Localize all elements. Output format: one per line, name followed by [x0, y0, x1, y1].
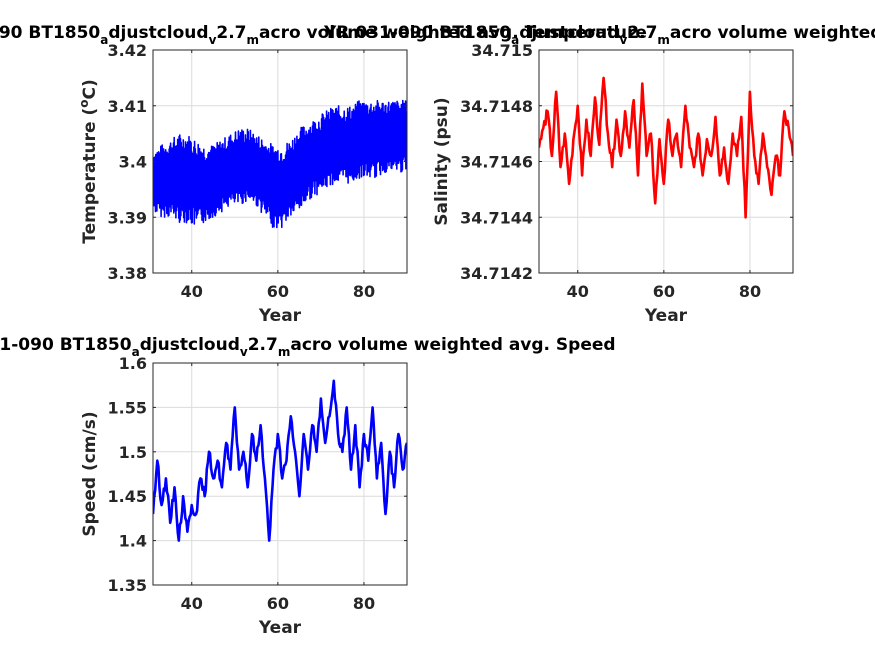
y-tick-label: 3.41	[108, 97, 147, 116]
y-tick-label: 1.35	[108, 576, 147, 595]
y-tick-label: 34.715	[471, 41, 533, 60]
chart-title: YR 031-090 BT1850adjustcloudv2.7macro vo…	[0, 335, 616, 359]
x-tick-label: 80	[353, 594, 375, 613]
y-tick-label: 3.38	[108, 264, 147, 283]
y-tick-label: 34.7144	[460, 208, 533, 227]
x-tick-label: 40	[181, 594, 203, 613]
series-group	[153, 379, 407, 542]
chart-panel-2: 40 60 80 34.7142 34.7144 34.7146 34.7148 34.715…	[323, 23, 875, 326]
plot-area	[152, 362, 408, 586]
chart-title: YR 031-090 BT1850adjustcloudv2.7macro vo…	[0, 23, 647, 47]
y-axis-label: Salinity (psu)	[432, 97, 452, 225]
axes-box	[152, 362, 408, 586]
y-tick-label: 1.45	[108, 487, 147, 506]
y-tick-label: 3.42	[108, 41, 147, 60]
y-tick-label: 34.7146	[460, 153, 533, 172]
x-tick-label: 40	[567, 282, 589, 301]
x-tick-label: 80	[353, 282, 375, 301]
chart-panel-1: 40 60 80 3.38 3.39 3.4 3.41 3.42 Year Temperature…	[0, 23, 647, 326]
y-axis-label: Temperature (oC)	[77, 79, 100, 243]
y-axis-label: Speed (cm/s)	[80, 411, 100, 536]
series-line	[153, 379, 407, 542]
x-tick-label: 80	[739, 282, 761, 301]
y-tick-label: 3.4	[119, 153, 147, 172]
y-tick-label: 3.39	[108, 208, 147, 227]
series-group	[539, 76, 793, 219]
x-axis-label: Year	[644, 306, 688, 326]
y-tick-label: 1.55	[108, 398, 147, 417]
chart-panel-3: 40 60 80 1.35 1.4 1.45 1.5 1.55 1.6 Year Speed (cm…	[0, 335, 616, 638]
x-axis-label: Year	[258, 306, 302, 326]
x-axis-label: Year	[258, 618, 302, 638]
x-tick-label: 60	[267, 594, 289, 613]
y-tick-label: 34.7142	[460, 264, 533, 283]
series-group	[153, 99, 407, 229]
series-line	[153, 99, 407, 229]
chart-title: YR 031-090 BT1850adjustcloudv2.7macro vo…	[323, 23, 875, 47]
y-tick-label: 1.6	[119, 354, 147, 373]
y-tick-label: 1.5	[119, 443, 147, 462]
y-tick-label: 34.7148	[460, 97, 533, 116]
x-tick-label: 40	[181, 282, 203, 301]
x-tick-label: 60	[267, 282, 289, 301]
series-line	[539, 76, 793, 219]
y-tick-label: 1.4	[119, 532, 147, 551]
x-tick-label: 60	[653, 282, 675, 301]
